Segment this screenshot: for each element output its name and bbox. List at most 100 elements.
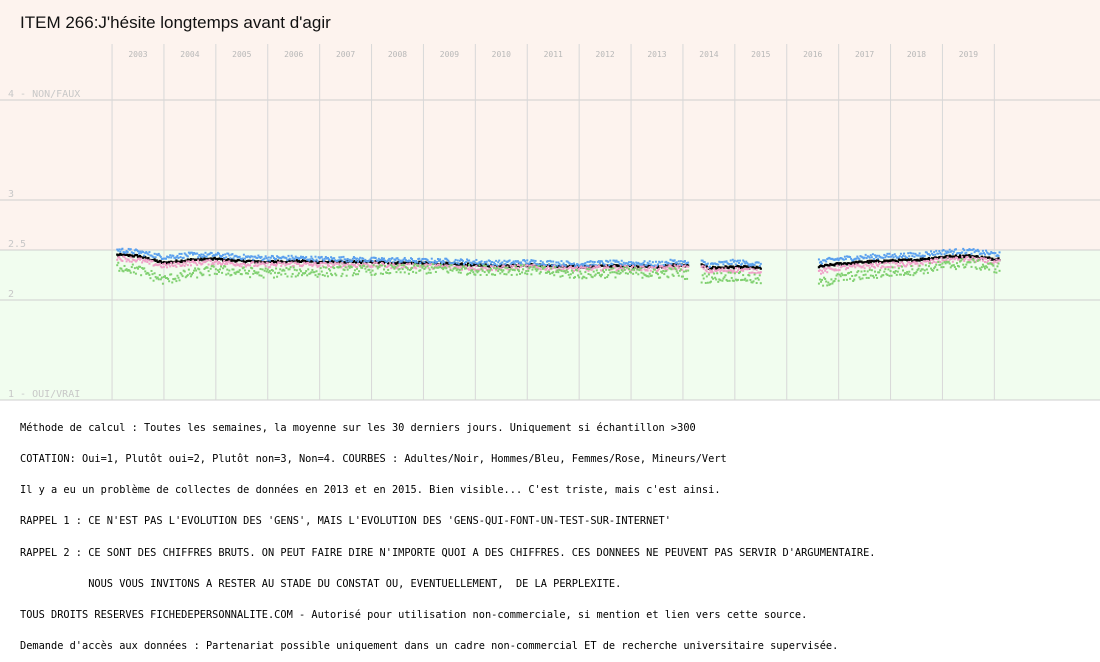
- data-point: [203, 267, 206, 270]
- data-point: [932, 269, 935, 272]
- data-point: [500, 267, 503, 270]
- data-point: [629, 270, 632, 273]
- data-point: [755, 282, 758, 285]
- data-point: [146, 252, 149, 255]
- data-point: [706, 267, 709, 270]
- data-point: [890, 265, 893, 268]
- data-point: [270, 262, 273, 265]
- data-point: [680, 268, 683, 271]
- data-point: [349, 265, 352, 268]
- data-point: [292, 266, 295, 269]
- data-point: [270, 254, 273, 257]
- data-point: [547, 270, 550, 273]
- data-point: [358, 264, 361, 267]
- data-point: [678, 269, 681, 272]
- data-point: [156, 253, 159, 256]
- data-point: [523, 264, 526, 267]
- data-point: [419, 261, 422, 264]
- data-point: [942, 248, 945, 251]
- data-point: [920, 258, 923, 262]
- data-point: [366, 263, 369, 266]
- data-point: [364, 258, 367, 261]
- data-point: [920, 262, 923, 265]
- data-point: [834, 277, 837, 280]
- data-point: [342, 255, 345, 258]
- data-point: [685, 270, 688, 273]
- data-point: [671, 259, 674, 262]
- data-point: [600, 273, 603, 276]
- data-point: [526, 259, 529, 262]
- data-point: [518, 272, 521, 275]
- data-point: [216, 269, 219, 272]
- data-point: [296, 274, 299, 277]
- data-point: [177, 276, 180, 279]
- data-point: [818, 278, 821, 281]
- data-point: [565, 269, 568, 272]
- data-point: [661, 271, 664, 274]
- data-point: [393, 264, 396, 267]
- data-point: [837, 269, 840, 272]
- data-point: [358, 270, 361, 273]
- data-point: [356, 267, 359, 270]
- data-point: [361, 263, 364, 266]
- data-point: [597, 271, 600, 274]
- data-point: [430, 257, 433, 260]
- data-point: [927, 265, 930, 268]
- data-point: [491, 273, 494, 276]
- data-point: [449, 267, 452, 270]
- data-point: [359, 256, 362, 259]
- data-point: [965, 256, 968, 259]
- data-point: [566, 260, 569, 263]
- data-point: [188, 252, 191, 255]
- data-point: [414, 266, 417, 269]
- data-point: [168, 280, 171, 283]
- data-point: [727, 269, 730, 272]
- data-point: [720, 272, 723, 275]
- data-point: [404, 258, 407, 261]
- data-point: [641, 263, 644, 266]
- data-point: [307, 261, 310, 264]
- data-point: [660, 270, 663, 273]
- data-point: [132, 252, 135, 255]
- data-point: [989, 252, 992, 255]
- data-point: [743, 267, 746, 270]
- data-point: [499, 272, 502, 275]
- data-point: [149, 254, 152, 257]
- data-point: [596, 272, 599, 275]
- data-point: [991, 257, 994, 260]
- data-point: [494, 265, 497, 268]
- data-point: [735, 260, 738, 263]
- data-point: [888, 262, 891, 265]
- data-point: [525, 264, 528, 267]
- data-point: [327, 258, 330, 261]
- data-point: [290, 254, 293, 257]
- data-point: [635, 271, 638, 274]
- data-point: [477, 268, 480, 271]
- data-point: [632, 266, 635, 269]
- data-point: [507, 260, 510, 263]
- data-point: [202, 253, 205, 256]
- data-point: [499, 265, 502, 268]
- data-point: [168, 256, 171, 259]
- data-point: [438, 263, 442, 266]
- data-point: [211, 258, 214, 261]
- data-point: [479, 263, 482, 266]
- data-point: [382, 262, 386, 265]
- data-point: [295, 262, 298, 265]
- data-point: [238, 269, 241, 272]
- data-point: [393, 258, 396, 261]
- data-point: [431, 267, 434, 270]
- data-point: [736, 278, 739, 281]
- data-point: [197, 259, 200, 262]
- data-point: [614, 260, 617, 263]
- data-point: [671, 263, 674, 266]
- data-point: [935, 261, 938, 264]
- data-point: [941, 259, 944, 262]
- data-point: [189, 264, 192, 267]
- data-point: [561, 265, 564, 268]
- data-point: [159, 278, 162, 281]
- data-point: [293, 268, 296, 271]
- year-label: 2016: [803, 50, 822, 59]
- data-point: [159, 255, 162, 258]
- data-point: [677, 274, 680, 277]
